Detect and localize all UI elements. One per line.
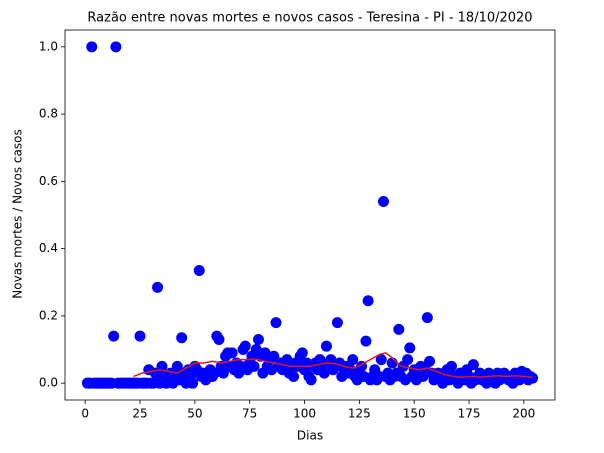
- x-tick-label: 75: [242, 407, 257, 421]
- scatter-point: [318, 367, 330, 379]
- scatter-point: [386, 357, 398, 369]
- scatter-point: [347, 354, 359, 366]
- scatter-point: [331, 317, 343, 329]
- y-tick-label: 0.2: [39, 308, 58, 322]
- x-tick-label: 25: [132, 407, 147, 421]
- scatter-point: [377, 196, 389, 208]
- x-tick-label: 175: [458, 407, 481, 421]
- scatter-point: [226, 347, 238, 359]
- x-axis-label: Dias: [297, 429, 323, 443]
- scatter-point: [171, 360, 183, 372]
- scatter-point: [108, 330, 120, 342]
- scatter-point: [187, 377, 199, 389]
- scatter-point: [193, 265, 205, 276]
- scatter-point: [176, 332, 188, 344]
- y-tick-label: 0.8: [39, 107, 58, 121]
- scatter-point: [248, 360, 260, 372]
- y-tick-label: 0.6: [39, 174, 58, 188]
- x-tick-label: 200: [512, 407, 535, 421]
- scatter-point: [404, 342, 416, 354]
- x-tick-label: 150: [403, 407, 426, 421]
- scatter-point: [421, 312, 433, 324]
- scatter-point: [467, 359, 479, 371]
- scatter-point: [152, 281, 164, 293]
- scatter-point: [424, 355, 436, 367]
- scatter-point: [305, 374, 317, 386]
- y-axis-label: Novas mortes / Novos casos: [11, 129, 25, 298]
- scatter-point: [110, 41, 122, 53]
- scatter-point: [375, 354, 387, 366]
- y-tick-label: 1.0: [39, 39, 58, 53]
- y-tick-label: 0.4: [39, 241, 58, 255]
- y-tick-label: 0.0: [39, 376, 58, 390]
- x-tick-label: 0: [81, 407, 89, 421]
- scatter-point: [402, 354, 414, 366]
- scatter-point: [445, 360, 457, 372]
- plot-frame: [64, 29, 556, 401]
- scatter-point: [288, 370, 300, 382]
- scatter-point: [362, 295, 374, 307]
- scatter-point: [270, 317, 282, 329]
- chart-title: Razão entre novas mortes e novos casos -…: [87, 11, 532, 26]
- scatter-point: [213, 333, 225, 345]
- trend-line: [133, 352, 533, 378]
- scatter-point: [134, 330, 146, 342]
- scatter-point: [296, 347, 308, 359]
- scatter-point: [393, 323, 405, 335]
- x-tick-label: 125: [348, 407, 371, 421]
- x-tick-label: 100: [293, 407, 316, 421]
- scatter-point: [320, 340, 332, 352]
- scatter-point: [239, 340, 251, 352]
- scatter-point: [268, 350, 280, 362]
- x-tick-label: 50: [187, 407, 202, 421]
- scatter-point: [360, 335, 372, 347]
- scatter-point: [209, 367, 221, 379]
- scatter-point: [527, 372, 539, 384]
- scatter-point: [217, 367, 229, 379]
- scatter-point: [252, 333, 264, 345]
- scatter-point: [86, 41, 98, 53]
